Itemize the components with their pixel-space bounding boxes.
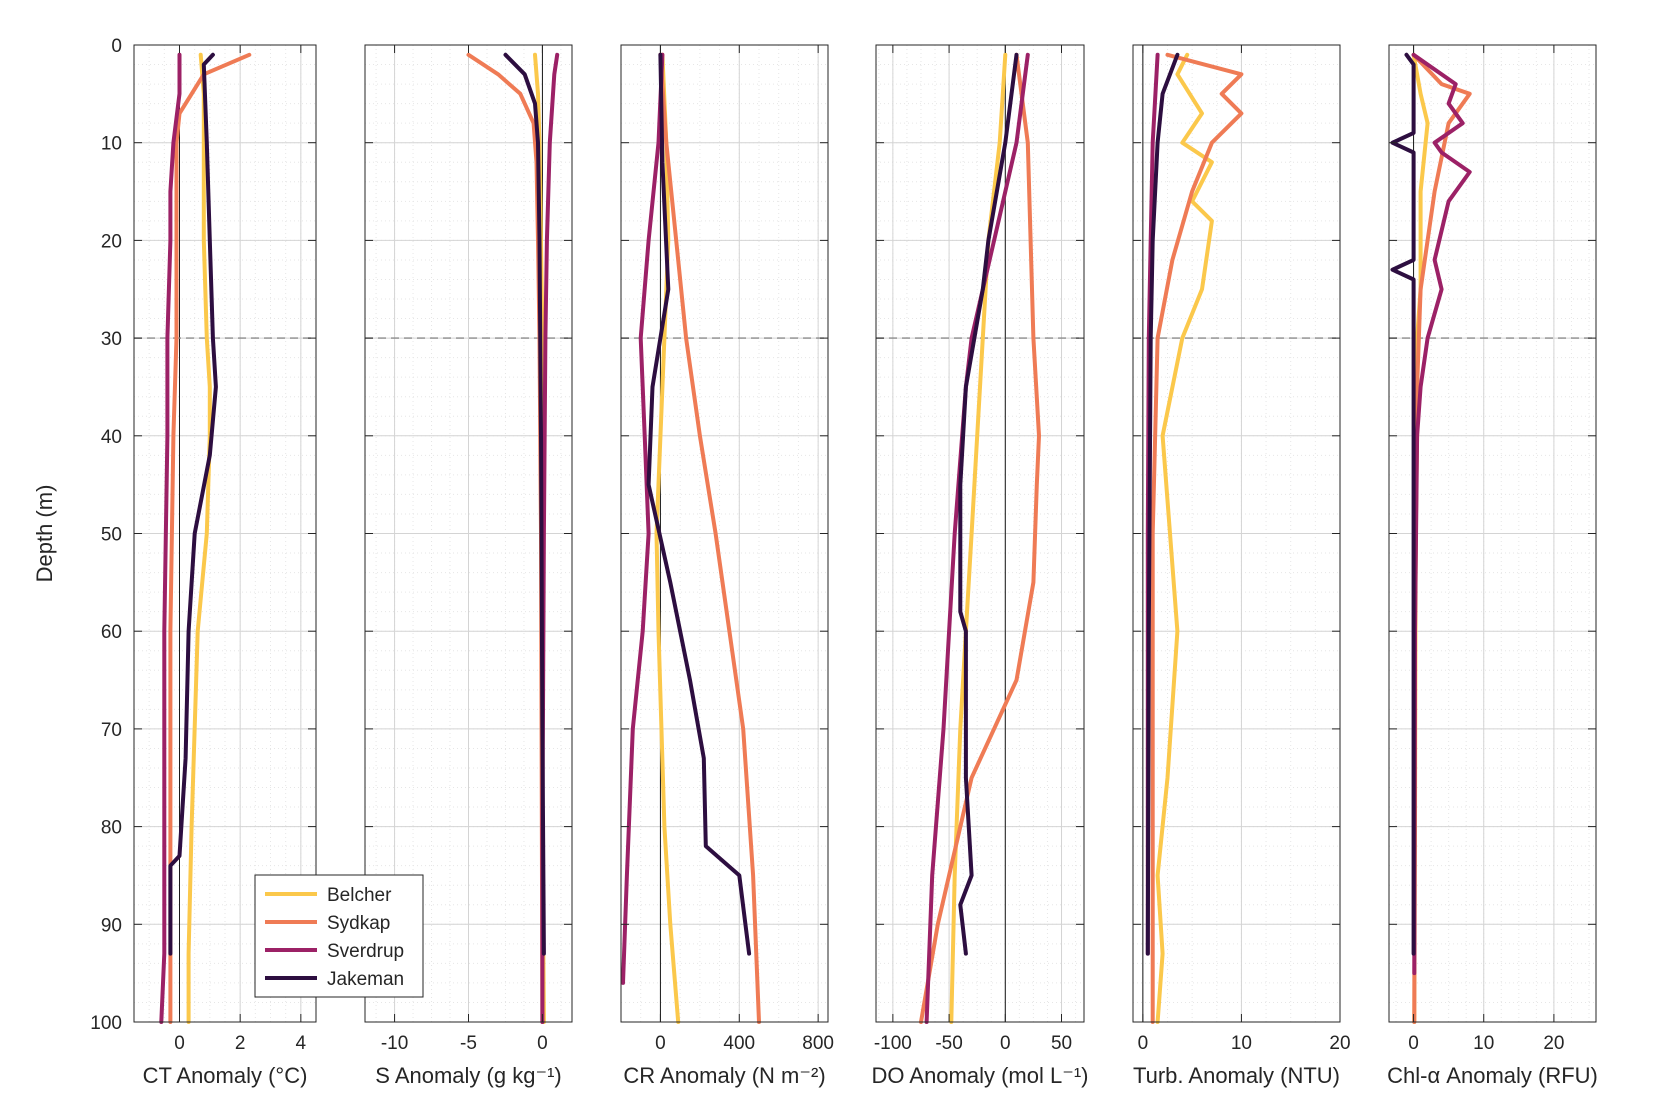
x-tick-label: 50 xyxy=(1051,1033,1072,1054)
y-tick-label: 40 xyxy=(101,427,122,448)
x-tick-label: 20 xyxy=(1543,1033,1564,1054)
y-tick-label: 100 xyxy=(90,1013,122,1034)
x-tick-label: 400 xyxy=(723,1033,755,1054)
x-tick-label: 0 xyxy=(174,1033,185,1054)
series-line-sydkap xyxy=(1150,52,1244,1024)
x-tick-label: 10 xyxy=(1473,1033,1494,1054)
x-tick-label: 10 xyxy=(1231,1033,1252,1054)
series-line-sverdrup xyxy=(1411,52,1472,976)
series-line-jakeman xyxy=(1390,52,1416,956)
panel-2: -10 -5 0 S Anomaly (g kg⁻¹) xyxy=(364,44,573,1088)
legend-label-belcher: Belcher xyxy=(327,885,392,906)
panel-3: 0 400 800 CR Anomaly (N m⁻²) xyxy=(620,44,834,1088)
y-tick-label: 60 xyxy=(101,622,122,643)
y-tick-label: 50 xyxy=(101,525,122,546)
series-line-jakeman xyxy=(1145,52,1180,956)
x-tick-label: 2 xyxy=(235,1033,246,1054)
series-line-belcher xyxy=(949,52,1008,1024)
y-tick-label: 30 xyxy=(101,329,122,350)
x-tick-label: 0 xyxy=(537,1033,548,1054)
legend-label-sydkap: Sydkap xyxy=(327,913,390,934)
x-axis-label: S Anomaly (g kg⁻¹) xyxy=(375,1063,561,1088)
panel-6: 0 10 20 Chl-α Anomaly (RFU) xyxy=(1387,44,1598,1088)
series-line-jakeman xyxy=(503,52,546,956)
series-line-jakeman xyxy=(168,52,218,956)
series-line-belcher xyxy=(186,52,212,1024)
series-line-belcher xyxy=(654,52,681,1024)
x-tick-label: -50 xyxy=(935,1033,962,1054)
x-tick-label: 0 xyxy=(1408,1033,1419,1054)
x-axis-label: Chl-α Anomaly (RFU) xyxy=(1387,1063,1598,1088)
y-tick-label: 20 xyxy=(101,231,122,252)
x-axis-label: CT Anomaly (°C) xyxy=(143,1063,308,1088)
series-line-sydkap xyxy=(658,52,761,1024)
panel-4: -100 -50 0 50 DO Anomaly (mol L⁻¹) xyxy=(872,44,1089,1088)
x-tick-label: 20 xyxy=(1329,1033,1350,1054)
series-line-belcher xyxy=(1155,52,1214,1024)
series-line-jakeman xyxy=(646,52,752,956)
x-axis-label: CR Anomaly (N m⁻²) xyxy=(623,1063,825,1088)
x-axis-label: DO Anomaly (mol L⁻¹) xyxy=(872,1063,1089,1088)
series-line-jakeman xyxy=(958,52,1019,956)
panel-5: 0 10 20 Turb. Anomaly (NTU) xyxy=(1132,44,1351,1088)
x-axis-label: Turb. Anomaly (NTU) xyxy=(1133,1063,1340,1088)
y-tick-label: 80 xyxy=(101,818,122,839)
y-tick-label: 90 xyxy=(101,915,122,936)
y-tick-label: 10 xyxy=(101,134,122,155)
x-tick-label: 4 xyxy=(296,1033,307,1054)
series-line-sydkap xyxy=(919,52,1041,1024)
y-tick-label: 0 xyxy=(111,36,122,57)
x-tick-label: -5 xyxy=(460,1033,477,1054)
series-line-sverdrup xyxy=(159,52,182,1024)
legend-label-jakeman: Jakeman xyxy=(327,969,404,990)
x-tick-label: -100 xyxy=(874,1033,912,1054)
x-tick-label: 0 xyxy=(1138,1033,1149,1054)
x-tick-label: 800 xyxy=(802,1033,834,1054)
y-axis-label: Depth (m) xyxy=(32,485,57,583)
legend-label-sverdrup: Sverdrup xyxy=(327,941,404,962)
legend: Belcher Sydkap Sverdrup Jakeman xyxy=(254,874,424,998)
x-tick-label: -10 xyxy=(381,1033,408,1054)
y-tick-label: 70 xyxy=(101,720,122,741)
x-tick-label: 0 xyxy=(1000,1033,1011,1054)
x-tick-label: 0 xyxy=(655,1033,666,1054)
